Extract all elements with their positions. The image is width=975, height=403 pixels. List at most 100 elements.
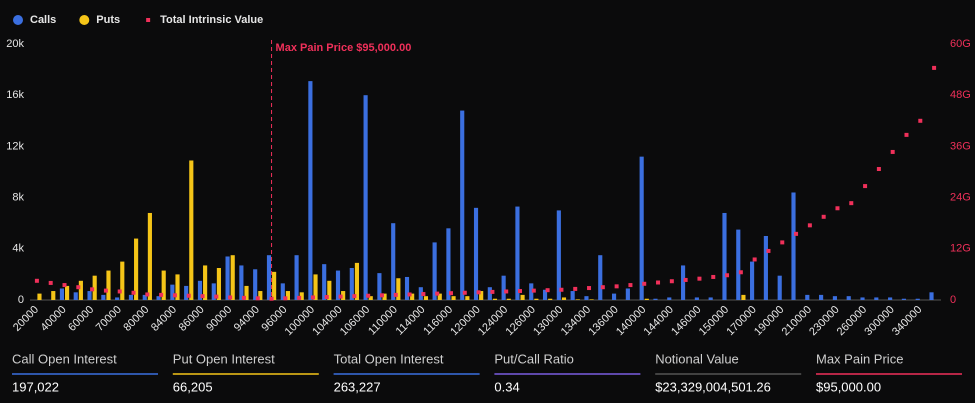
- stat-value: 263,227: [334, 379, 381, 394]
- x-tick-label: 80000: [121, 304, 151, 334]
- call-bar: [391, 223, 396, 300]
- put-bar: [51, 291, 56, 300]
- intrinsic-value-point: [297, 295, 302, 300]
- intrinsic-value-point: [172, 293, 177, 298]
- put-bar: [65, 285, 70, 300]
- intrinsic-value-point: [794, 231, 799, 236]
- y2-tick-label: 0: [950, 294, 956, 306]
- intrinsic-value-point: [393, 292, 398, 297]
- stat-value: $23,329,004,501.26: [655, 379, 771, 394]
- intrinsic-value-point: [145, 292, 150, 297]
- intrinsic-value-point: [876, 167, 881, 172]
- intrinsic-value-point: [200, 294, 205, 299]
- x-tick-label: 40000: [39, 304, 69, 334]
- x-tick-label: 104000: [310, 304, 344, 338]
- max-pain-label: Max Pain Price $95,000.00: [276, 42, 412, 54]
- put-bar: [575, 299, 580, 300]
- call-bar: [667, 297, 672, 300]
- intrinsic-value-point: [338, 294, 343, 299]
- put-bar: [437, 293, 442, 300]
- put-bar: [189, 160, 194, 300]
- put-bar: [492, 298, 498, 300]
- call-bar: [791, 192, 796, 300]
- put-bar: [161, 270, 166, 300]
- intrinsic-value-point: [421, 292, 426, 297]
- x-tick-label: 84000: [149, 304, 179, 334]
- call-bar: [404, 276, 410, 300]
- intrinsic-value-point: [807, 223, 812, 228]
- call-bar: [763, 236, 768, 300]
- put-bar: [354, 262, 360, 300]
- call-bar: [473, 207, 479, 300]
- x-tick-label: 340000: [890, 304, 924, 338]
- call-bar: [253, 269, 258, 300]
- intrinsic-value-point: [62, 283, 67, 288]
- put-bar: [134, 238, 139, 300]
- x-tick-label: 150000: [697, 304, 731, 338]
- put-bar: [644, 298, 649, 300]
- x-tick-label: 20000: [11, 304, 41, 334]
- call-bar: [115, 297, 120, 300]
- put-bar: [534, 298, 539, 300]
- intrinsic-value-point: [103, 288, 108, 293]
- put-bar: [327, 280, 332, 300]
- put-bar: [506, 298, 511, 300]
- intrinsic-value-point: [76, 285, 81, 290]
- intrinsic-value-point: [324, 295, 329, 300]
- call-bar: [446, 228, 451, 300]
- intrinsic-value-point: [821, 214, 826, 219]
- call-bar: [777, 275, 782, 300]
- call-bar: [819, 294, 824, 300]
- call-bar: [460, 110, 465, 300]
- call-bar: [142, 294, 147, 300]
- call-bar: [197, 280, 203, 300]
- stat-value: 197,022: [12, 379, 59, 394]
- call-bar: [349, 268, 354, 300]
- put-bar: [175, 274, 180, 300]
- stat-value: 0.34: [494, 379, 519, 394]
- intrinsic-value-point: [683, 277, 688, 282]
- intrinsic-value-point: [573, 286, 578, 291]
- x-tick-label: 210000: [780, 304, 814, 338]
- put-bar: [561, 297, 567, 300]
- x-tick-label: 230000: [807, 304, 841, 338]
- intrinsic-value-point: [490, 289, 495, 294]
- intrinsic-value-point: [780, 240, 785, 245]
- y2-tick-label: 12G: [950, 243, 971, 255]
- put-bar: [106, 270, 111, 300]
- legend-marker: [146, 18, 151, 22]
- stat-label: Notional Value: [655, 351, 739, 366]
- y2-tick-label: 36G: [950, 140, 971, 152]
- put-bar: [258, 291, 263, 300]
- x-tick-label: 86000: [177, 304, 207, 334]
- x-tick-label: 300000: [862, 304, 896, 338]
- x-tick-label: 134000: [559, 304, 593, 338]
- call-bar: [598, 255, 603, 300]
- call-bar: [625, 288, 630, 300]
- call-bar: [432, 242, 437, 300]
- intrinsic-value-point: [600, 285, 605, 290]
- x-tick-label: 136000: [586, 304, 620, 338]
- put-bar: [120, 261, 125, 300]
- call-bar: [322, 264, 327, 300]
- intrinsic-value-point: [835, 206, 840, 211]
- intrinsic-value-point: [448, 291, 453, 296]
- call-bar: [87, 291, 92, 300]
- legend-marker: [79, 15, 90, 25]
- call-bar: [184, 285, 189, 300]
- put-bar: [203, 265, 208, 300]
- call-bar: [639, 156, 644, 300]
- y2-tick-label: 24G: [950, 192, 971, 204]
- put-bar: [92, 275, 97, 300]
- stat-label: Put Open Interest: [173, 351, 275, 366]
- x-tick-label: 146000: [669, 304, 703, 338]
- intrinsic-value-point: [863, 184, 868, 189]
- call-bar: [874, 297, 879, 300]
- intrinsic-value-point: [531, 288, 536, 293]
- x-tick-label: 114000: [394, 304, 428, 338]
- call-bar: [501, 275, 506, 300]
- call-bar: [832, 296, 837, 300]
- put-bar: [396, 278, 401, 300]
- intrinsic-value-point: [518, 289, 523, 294]
